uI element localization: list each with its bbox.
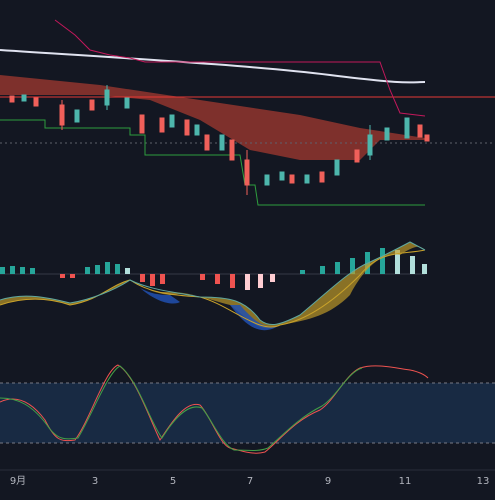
x-axis-label: 7 bbox=[247, 476, 253, 487]
x-axis-label: 3 bbox=[92, 476, 98, 487]
macd-fill-neg bbox=[140, 288, 280, 331]
macd-fill bbox=[0, 242, 425, 329]
x-axis-label: 9 bbox=[325, 476, 331, 487]
signal-line bbox=[0, 241, 426, 326]
support-line bbox=[0, 119, 425, 206]
stop-line bbox=[54, 19, 426, 117]
cloud bbox=[0, 75, 425, 160]
x-axis-labels: 9月 3 5 7 9 11 13 bbox=[10, 475, 490, 487]
x-axis-label: 11 bbox=[399, 476, 412, 487]
x-axis-label: 13 bbox=[477, 476, 490, 487]
stoch-d bbox=[0, 365, 363, 451]
band-fill bbox=[0, 383, 495, 443]
ma-line bbox=[0, 49, 426, 84]
x-axis-label: 9月 bbox=[10, 475, 26, 487]
candles bbox=[9, 85, 430, 195]
x-axis-label: 5 bbox=[170, 476, 176, 487]
